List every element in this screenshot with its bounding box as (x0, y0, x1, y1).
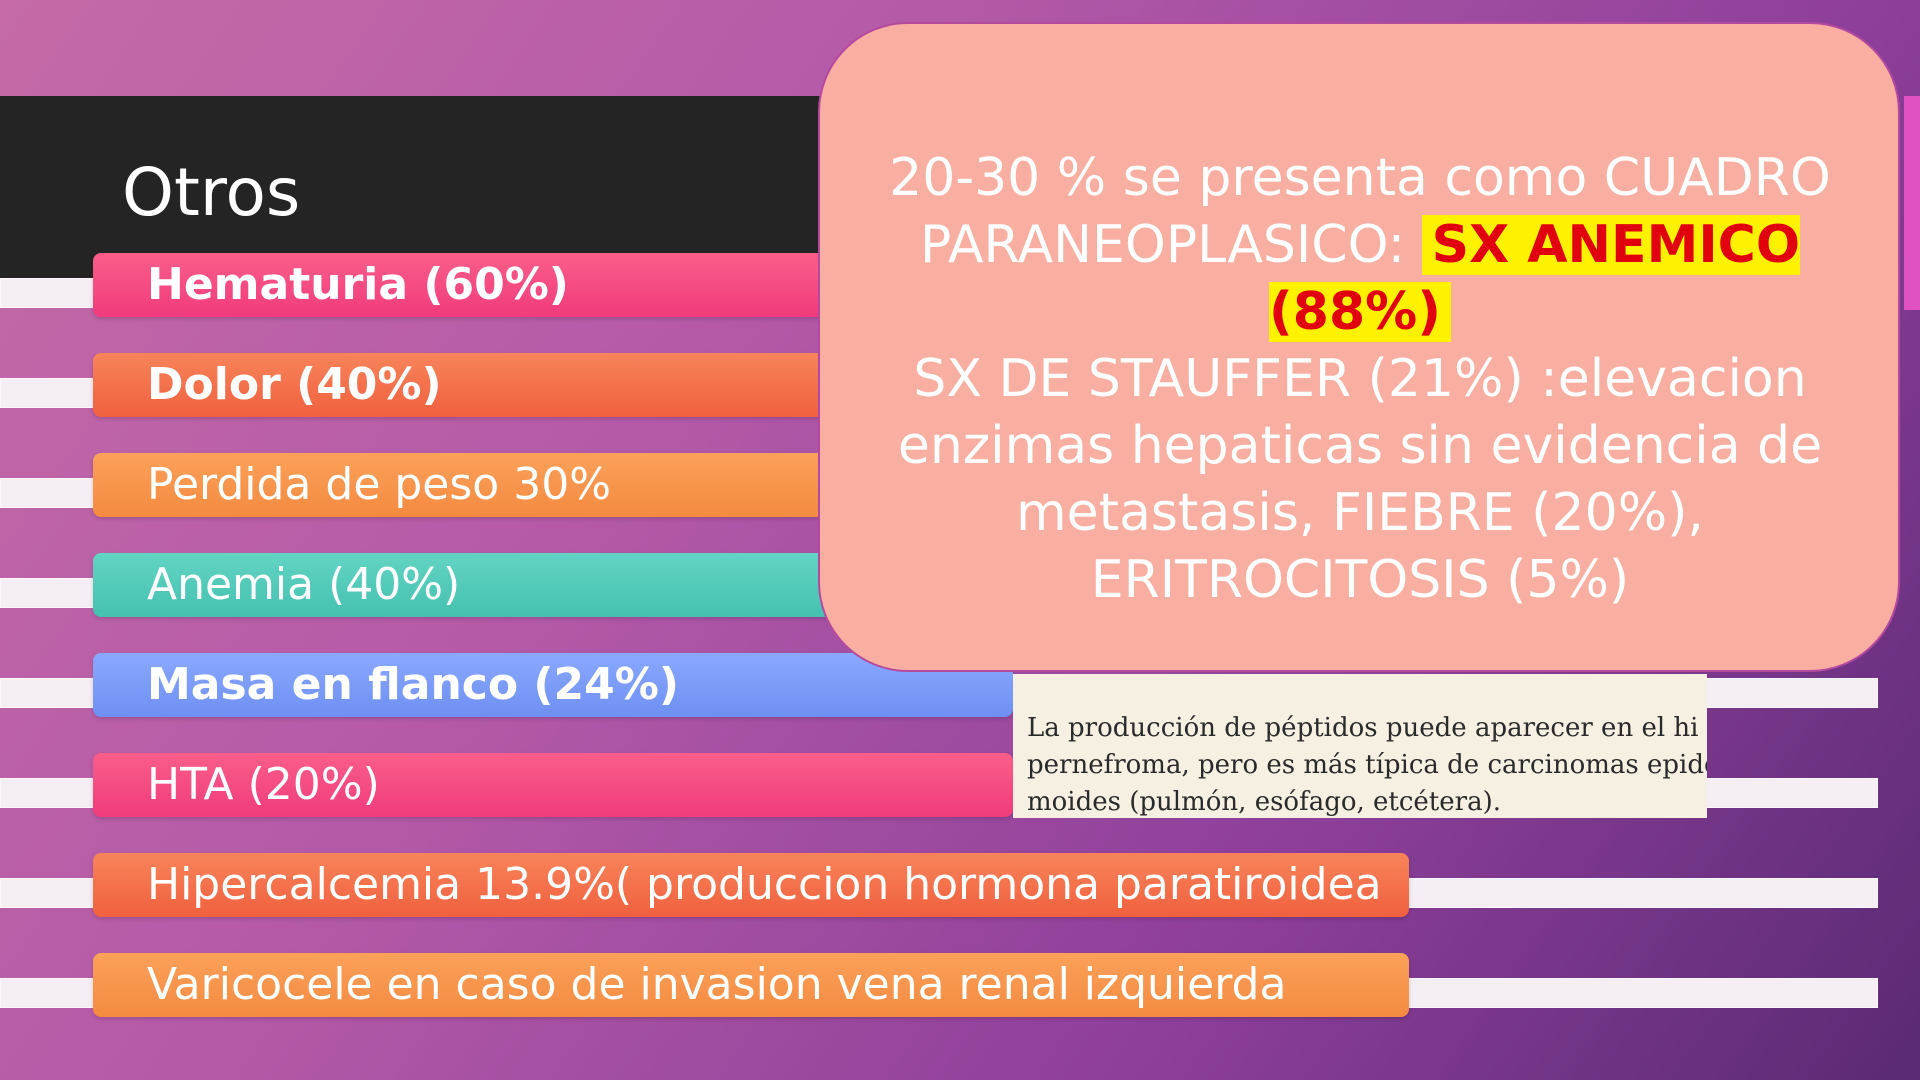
excerpt-line-1: La producción de péptidos puede aparecer… (1027, 713, 1699, 743)
callout-box (818, 22, 1900, 672)
symptom-pill (93, 553, 853, 617)
symptom-label: Perdida de peso 30% (147, 459, 611, 510)
symptom-label: Masa en flanco (24%) (147, 659, 679, 710)
excerpt-text: La producción de péptidos puede aparecer… (1027, 710, 1707, 818)
symptom-pill (93, 953, 1409, 1017)
callout-line-6: ERITROCITOSIS (5%) (1090, 550, 1630, 610)
callout-line-5: metastasis, FIEBRE (20%), (1016, 483, 1704, 543)
symptom-label: Dolor (40%) (147, 359, 442, 410)
symptom-pill (93, 653, 1013, 717)
symptom-label: HTA (20%) (147, 759, 380, 810)
symptom-label: Varicocele en caso de invasion vena rena… (147, 959, 1287, 1010)
symptom-pill (93, 753, 1013, 817)
symptom-pill (93, 453, 853, 517)
callout-line-1: 20-30 % se presenta como CUADRO (889, 148, 1831, 208)
callout-line-2: PARANEOPLASICO: SX ANEMICO (88%) (850, 212, 1870, 346)
callout-text: 20-30 % se presenta como CUADRO PARANEOP… (850, 145, 1870, 614)
callout-line-2-prefix: PARANEOPLASICO: (919, 215, 1422, 275)
symptom-pill (93, 853, 1409, 917)
symptom-label: Anemia (40%) (147, 559, 461, 610)
side-accent (1904, 96, 1920, 310)
callout-line-3: SX DE STAUFFER (21%) :elevacion (913, 349, 1807, 409)
symptom-label: Hipercalcemia 13.9%( produccion hormona … (147, 859, 1382, 910)
symptom-pill (93, 253, 853, 317)
symptom-pill (93, 353, 853, 417)
excerpt-line-3: moides (pulmón, esófago, etcétera). (1027, 787, 1501, 817)
callout-line-4: enzimas hepaticas sin evidencia de (897, 416, 1823, 476)
excerpt-line-2: pernefroma, pero es más típica de carcin… (1027, 750, 1707, 780)
symptom-label: Hematuria (60%) (147, 259, 569, 310)
book-excerpt: La producción de péptidos puede aparecer… (1013, 674, 1707, 818)
slide-title: Otros (122, 154, 301, 231)
